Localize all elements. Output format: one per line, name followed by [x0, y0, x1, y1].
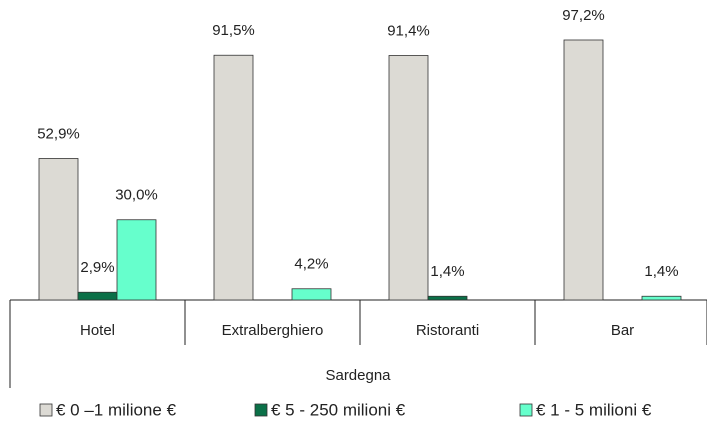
- legend-swatch: [39, 403, 53, 417]
- data-label: 2,9%: [80, 259, 114, 276]
- bar: [77, 291, 118, 301]
- data-label: 1,4%: [430, 263, 464, 280]
- legend-label: € 5 - 250 milioni €: [271, 400, 406, 419]
- data-label: 91,4%: [387, 22, 430, 39]
- bar: [116, 219, 157, 301]
- bar: [388, 55, 429, 301]
- data-label: 30,0%: [115, 187, 158, 204]
- x-tick-label: Hotel: [80, 322, 115, 339]
- bar: [427, 295, 468, 301]
- legend-label: € 0 –1 milione €: [56, 400, 177, 419]
- legend-label: € 1 - 5 milioni €: [536, 400, 652, 419]
- data-label: 52,9%: [37, 125, 80, 142]
- bar: [641, 295, 682, 301]
- legend-swatch: [254, 403, 268, 417]
- data-label: 91,5%: [212, 22, 255, 39]
- bar: [563, 39, 604, 301]
- group-label: Sardegna: [325, 367, 391, 384]
- bar: [291, 288, 332, 301]
- data-label: 97,2%: [562, 7, 605, 24]
- legend-swatch: [519, 403, 533, 417]
- x-tick-label: Ristoranti: [416, 322, 479, 339]
- data-label: 1,4%: [644, 263, 678, 280]
- bar: [38, 158, 79, 301]
- x-tick-label: Extralberghiero: [222, 322, 324, 339]
- x-tick-label: Bar: [611, 322, 634, 339]
- bar: [213, 54, 254, 301]
- data-label: 4,2%: [294, 256, 328, 273]
